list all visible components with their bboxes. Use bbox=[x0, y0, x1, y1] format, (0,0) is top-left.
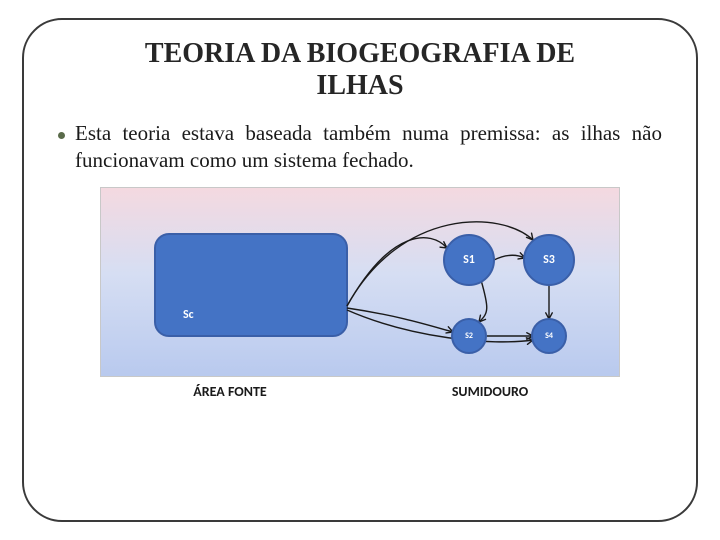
svg-text:S2: S2 bbox=[465, 331, 473, 341]
svg-text:S1: S1 bbox=[463, 253, 475, 267]
title-line-1: TEORIA DA BIOGEOGRAFIA DE bbox=[145, 38, 575, 69]
slide-title: TEORIA DA BIOGEOGRAFIA DE ILHAS bbox=[58, 38, 662, 102]
label-area-fonte: ÁREA FONTE bbox=[100, 383, 360, 400]
bullet-text: Esta teoria estava baseada também numa p… bbox=[75, 120, 662, 173]
svg-text:Sc: Sc bbox=[183, 308, 194, 322]
slide-frame: TEORIA DA BIOGEOGRAFIA DE ILHAS Esta teo… bbox=[22, 18, 698, 522]
svg-text:S3: S3 bbox=[543, 253, 555, 267]
bullet-item: Esta teoria estava baseada também numa p… bbox=[58, 120, 662, 173]
svg-text:S4: S4 bbox=[545, 331, 553, 341]
bullet-dot-icon bbox=[58, 132, 65, 139]
slide: TEORIA DA BIOGEOGRAFIA DE ILHAS Esta teo… bbox=[0, 0, 720, 540]
label-sumidouro: SUMIDOURO bbox=[360, 383, 620, 400]
diagram-axis-labels: ÁREA FONTE SUMIDOURO bbox=[100, 383, 620, 400]
island-biogeography-diagram: Sc S1 S3 S2 S4 bbox=[100, 187, 620, 377]
diagram-svg: Sc S1 S3 S2 S4 bbox=[101, 188, 620, 377]
title-line-2: ILHAS bbox=[316, 70, 403, 101]
diagram-container: Sc S1 S3 S2 S4 ÁREA FONTE SUMIDOURO bbox=[100, 187, 620, 400]
